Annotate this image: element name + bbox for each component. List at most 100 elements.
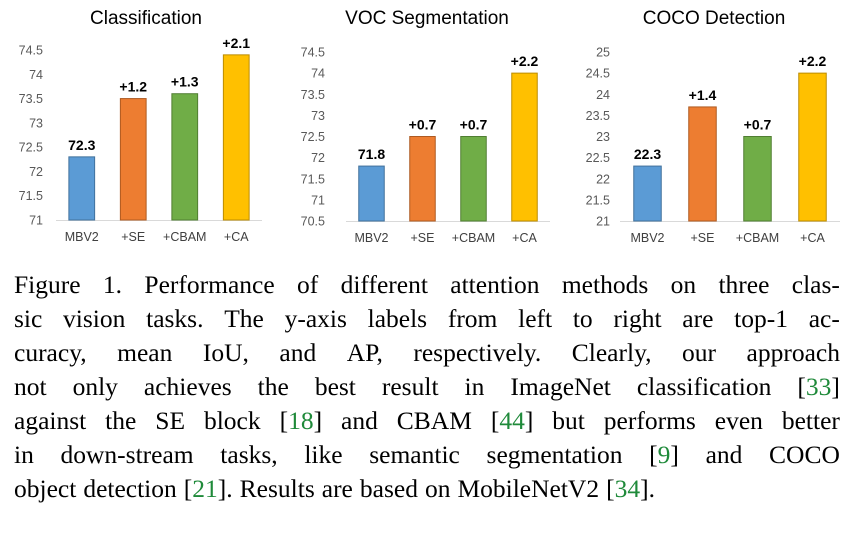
bar-mbv2	[358, 165, 385, 222]
bar-se	[688, 106, 717, 222]
caption-word: tasks.	[146, 304, 204, 333]
chart-1: Classification 71 71.5 72 72.5 73 73.5 74 74.5 72…	[19, 8, 262, 244]
y-tick-label: 71	[29, 214, 43, 228]
caption-line: in down-stream tasks, like semantic segmentat…	[14, 438, 840, 472]
caption-word: approach	[746, 338, 840, 367]
caption-word: against	[14, 406, 87, 435]
caption-word: best	[314, 372, 356, 401]
caption-line: Figure 1. Performance of different attention m…	[14, 268, 840, 302]
y-tick-label: 70.5	[301, 215, 325, 229]
bar-cbam	[743, 136, 772, 222]
caption-word: on	[424, 474, 451, 503]
x-category-label: MBV2	[354, 231, 388, 245]
caption-word: and	[279, 338, 317, 367]
caption-word: even	[714, 406, 763, 435]
bar-cbam	[171, 93, 199, 221]
caption-word: three	[718, 270, 770, 299]
y-tick-label: 73	[29, 116, 43, 130]
y-tick-label: 73.5	[301, 88, 325, 102]
y-tick-label: 72.5	[19, 141, 43, 155]
caption-word: but	[552, 406, 585, 435]
x-category-label: MBV2	[65, 230, 99, 244]
caption-word: top-1	[734, 304, 788, 333]
citation-link[interactable]: [33]	[797, 372, 840, 401]
y-tick-label: 23	[596, 130, 610, 144]
caption-word: Results	[239, 474, 315, 503]
figure-1: Classification 71 71.5 72 72.5 73 73.5 74 74.5 72…	[0, 0, 853, 260]
x-category-label: +SE	[691, 231, 715, 245]
y-tick-label: 73.5	[19, 92, 43, 106]
caption-word: left	[518, 304, 553, 333]
y-tick-label: 24.5	[586, 67, 610, 81]
data-label: +2.2	[511, 53, 539, 69]
y-tick-label: 71	[311, 193, 325, 207]
x-category-label: +CA	[224, 230, 249, 244]
caption-word: ImageNet	[510, 372, 611, 401]
y-tick-label: 23.5	[586, 109, 610, 123]
y-tick-label: 74.5	[301, 46, 325, 60]
caption-word: right	[613, 304, 662, 333]
caption-word: are	[321, 474, 353, 503]
caption-word: segmentation	[486, 440, 623, 469]
caption-word: based	[359, 474, 418, 503]
y-tick-label: 74.5	[19, 44, 43, 58]
chart-2: VOC Segmentation 70.5 71 71.5 72 72.5 73 73.5 74…	[301, 8, 550, 245]
caption-word: semantic	[369, 440, 460, 469]
bar-se	[409, 136, 436, 222]
citation-link[interactable]: [21].	[183, 474, 233, 503]
y-tick-label: 21	[596, 215, 610, 229]
chart-title: VOC Segmentation	[345, 8, 509, 29]
bar-se	[119, 98, 147, 221]
data-label: 72.3	[68, 137, 95, 153]
chart-title: Classification	[90, 8, 202, 29]
caption-word: IoU,	[202, 338, 249, 367]
caption-word: MobileNetV2	[457, 474, 600, 503]
figure-caption: Figure 1. Performance of different attention m…	[14, 268, 840, 506]
caption-word: labels	[367, 304, 428, 333]
data-label: 22.3	[634, 146, 661, 162]
y-tick-label: 71.5	[19, 189, 43, 203]
caption-word: from	[447, 304, 498, 333]
caption-word: performs	[603, 406, 696, 435]
caption-word: clas-	[791, 270, 840, 299]
caption-word: the	[105, 406, 137, 435]
chart-title: COCO Detection	[643, 8, 786, 29]
caption-word: are	[682, 304, 714, 333]
x-category-label: +CBAM	[452, 231, 495, 245]
caption-word: like	[304, 440, 343, 469]
figure-charts: Classification 71 71.5 72 72.5 73 73.5 74 74.5 72…	[19, 8, 840, 245]
y-tick-label: 74	[29, 68, 43, 82]
citation-link[interactable]: [44]	[490, 406, 534, 435]
caption-word: vision	[63, 304, 126, 333]
caption-word: the	[257, 372, 289, 401]
y-tick-label: 71.5	[301, 172, 325, 186]
data-label: +2.1	[222, 35, 250, 51]
caption-word: in	[464, 372, 485, 401]
caption-line: object detection [21]. Results are based on Mob…	[14, 472, 840, 506]
caption-word: tasks,	[220, 440, 278, 469]
caption-line: curacy, mean IoU, and AP, respectively. Clearl…	[14, 336, 840, 370]
caption-word: and	[705, 440, 743, 469]
caption-word: respectively.	[413, 338, 542, 367]
caption-word: classification	[636, 372, 772, 401]
caption-word: Clearly,	[571, 338, 652, 367]
citation-link[interactable]: [9]	[649, 440, 679, 469]
caption-word: AP,	[346, 338, 383, 367]
caption-word: down-stream	[60, 440, 194, 469]
citation-link[interactable]: [34].	[606, 474, 655, 503]
y-tick-label: 74	[311, 67, 325, 81]
caption-word: 1.	[102, 270, 123, 299]
x-category-label: +CA	[800, 231, 825, 245]
x-category-label: +CBAM	[736, 231, 779, 245]
caption-word: to	[572, 304, 593, 333]
caption-line: against the SE block [18] and CBAM [44] but perfo…	[14, 404, 840, 438]
caption-word: sic	[14, 304, 43, 333]
citation-link[interactable]: [18]	[279, 406, 323, 435]
data-label: 71.8	[358, 146, 385, 162]
x-category-label: MBV2	[630, 231, 664, 245]
bar-ca	[222, 54, 250, 221]
caption-word: of	[297, 270, 319, 299]
caption-word: The	[224, 304, 264, 333]
x-category-label: +CA	[512, 231, 537, 245]
caption-word: achieves	[143, 372, 232, 401]
